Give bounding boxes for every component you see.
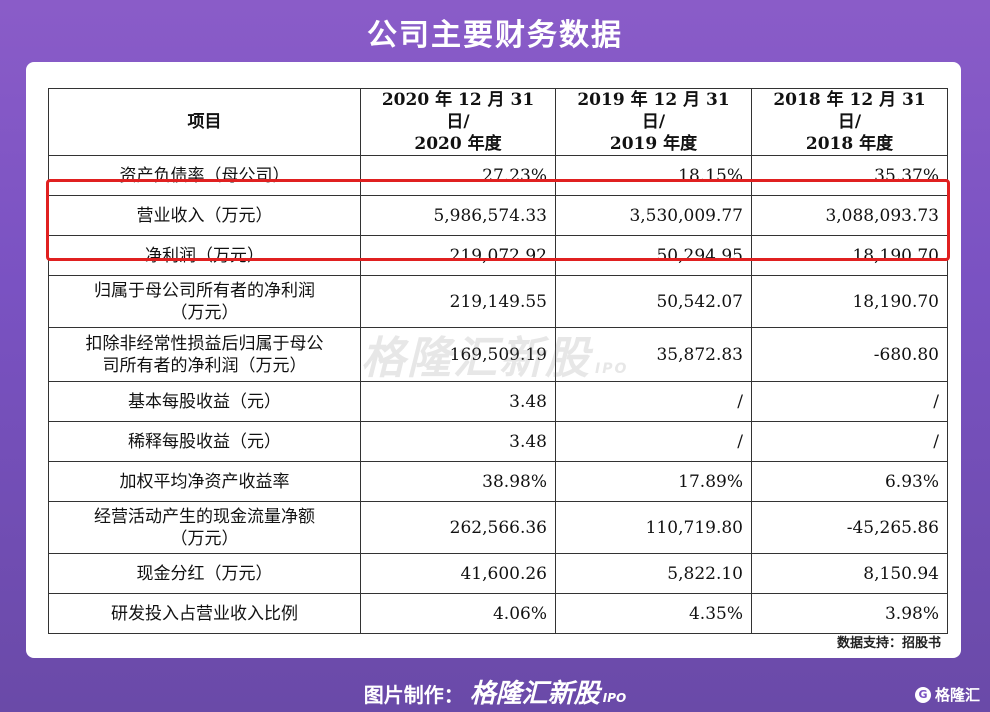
table-row: 经营活动产生的现金流量净额 （万元） 262,566.36 110,719.80…: [48, 501, 948, 554]
cell-2020: 5,986,574.33: [360, 195, 556, 236]
header-item: 项目: [48, 88, 361, 156]
row-label: 研发投入占营业收入比例: [48, 593, 361, 634]
source-note: 数据支持：招股书: [836, 636, 941, 651]
row-label: 现金分红（万元）: [48, 553, 361, 594]
cell-2020: 3.48: [360, 381, 556, 422]
page-title: 公司主要财务数据: [367, 18, 623, 53]
table-row: 归属于母公司所有者的净利润 （万元） 219,149.55 50,542.07 …: [48, 275, 948, 328]
cell-2019: 17.89%: [555, 461, 752, 502]
row-label: 基本每股收益（元）: [48, 381, 361, 422]
cell-2018: -680.80: [751, 327, 948, 382]
cell-2019: 18.15%: [555, 155, 752, 196]
header-2019: 2019 年 12 月 31 日/ 2019 年度: [555, 88, 752, 156]
cell-2018: /: [751, 421, 948, 462]
cell-2020: 169,509.19: [360, 327, 556, 382]
cell-2018: 6.93%: [751, 461, 948, 502]
table-row: 扣除非经常性损益后归属于母公 司所有者的净利润（万元） 169,509.19 3…: [48, 327, 948, 382]
cell-2020: 41,600.26: [360, 553, 556, 594]
table-header-row: 项目 2020 年 12 月 31 日/ 2020 年度 2019 年 12 月…: [48, 88, 948, 156]
cell-2019: 35,872.83: [555, 327, 752, 382]
cell-2020: 219,072.92: [360, 235, 556, 276]
cell-2018: 3.98%: [751, 593, 948, 634]
footer-tag: IPO: [602, 691, 627, 705]
corner-logo-text: 格隆汇: [934, 686, 980, 704]
row-label: 净利润（万元）: [48, 235, 361, 276]
row-label: 稀释每股收益（元）: [48, 421, 361, 462]
cell-2019: 5,822.10: [555, 553, 752, 594]
table-row: 现金分红（万元） 41,600.26 5,822.10 8,150.94: [48, 553, 948, 594]
table-row: 稀释每股收益（元） 3.48 / /: [48, 421, 948, 462]
cell-2020: 38.98%: [360, 461, 556, 502]
cell-2018: 3,088,093.73: [751, 195, 948, 236]
cell-2018: /: [751, 381, 948, 422]
table-row: 研发投入占营业收入比例 4.06% 4.35% 3.98%: [48, 593, 948, 634]
header-2020: 2020 年 12 月 31 日/ 2020 年度: [360, 88, 556, 156]
logo-icon: G: [914, 686, 931, 703]
table-row: 营业收入（万元） 5,986,574.33 3,530,009.77 3,088…: [48, 195, 948, 236]
table-row: 基本每股收益（元） 3.48 / /: [48, 381, 948, 422]
row-label: 归属于母公司所有者的净利润 （万元）: [48, 275, 361, 328]
table-row: 加权平均净资产收益率 38.98% 17.89% 6.93%: [48, 461, 948, 502]
header-2018: 2018 年 12 月 31 日/ 2018 年度: [751, 88, 948, 156]
cell-2018: 18,190.70: [751, 235, 948, 276]
financial-table: 项目 2020 年 12 月 31 日/ 2020 年度 2019 年 12 月…: [48, 88, 948, 634]
cell-2018: 35.37%: [751, 155, 948, 196]
row-label: 资产负债率（母公司）: [48, 155, 361, 196]
cell-2020: 4.06%: [360, 593, 556, 634]
footer-brand: 格隆汇新股: [469, 679, 600, 709]
footer-prefix: 图片制作：: [363, 683, 464, 707]
footer: 图片制作： 格隆汇新股 IPO: [0, 673, 990, 710]
table-row: 资产负债率（母公司） 27.23% 18.15% 35.37%: [48, 155, 948, 196]
cell-2018: 8,150.94: [751, 553, 948, 594]
corner-logo: G 格隆汇: [914, 684, 980, 705]
cell-2019: 4.35%: [555, 593, 752, 634]
cell-2020: 27.23%: [360, 155, 556, 196]
cell-2018: 18,190.70: [751, 275, 948, 328]
cell-2019: 50,542.07: [555, 275, 752, 328]
cell-2020: 3.48: [360, 421, 556, 462]
row-label: 加权平均净资产收益率: [48, 461, 361, 502]
cell-2019: 50,294.95: [555, 235, 752, 276]
cell-2019: /: [555, 421, 752, 462]
cell-2019: 110,719.80: [555, 501, 752, 554]
cell-2020: 262,566.36: [360, 501, 556, 554]
table-row: 净利润（万元） 219,072.92 50,294.95 18,190.70: [48, 235, 948, 276]
cell-2019: /: [555, 381, 752, 422]
cell-2019: 3,530,009.77: [555, 195, 752, 236]
row-label: 扣除非经常性损益后归属于母公 司所有者的净利润（万元）: [48, 327, 361, 382]
content-card: 项目 2020 年 12 月 31 日/ 2020 年度 2019 年 12 月…: [26, 62, 961, 658]
row-label: 营业收入（万元）: [48, 195, 361, 236]
cell-2018: -45,265.86: [751, 501, 948, 554]
row-label: 经营活动产生的现金流量净额 （万元）: [48, 501, 361, 554]
cell-2020: 219,149.55: [360, 275, 556, 328]
